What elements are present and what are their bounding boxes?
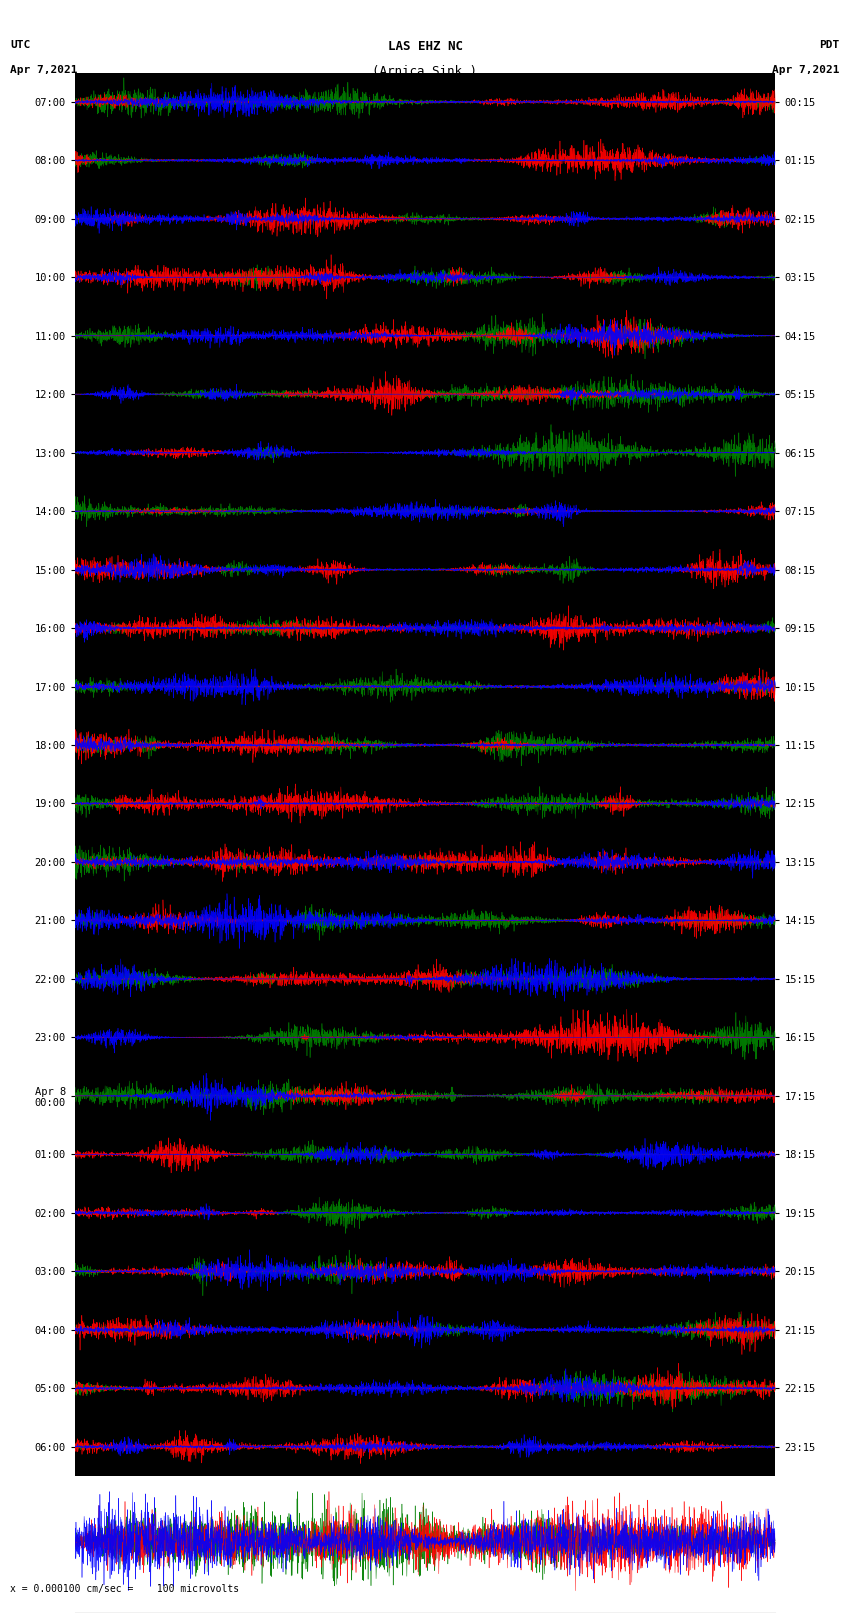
- Text: x = 0.000100 cm/sec =    100 microvolts: x = 0.000100 cm/sec = 100 microvolts: [10, 1584, 240, 1594]
- Text: (Arnica Sink ): (Arnica Sink ): [372, 65, 478, 77]
- Text: UTC: UTC: [10, 40, 31, 50]
- Text: Apr 7,2021: Apr 7,2021: [10, 65, 77, 74]
- Text: I = 0.000100 cm/sec: I = 0.000100 cm/sec: [366, 89, 484, 98]
- Text: PDT: PDT: [819, 40, 840, 50]
- Text: Apr 7,2021: Apr 7,2021: [773, 65, 840, 74]
- Text: LAS EHZ NC: LAS EHZ NC: [388, 40, 462, 53]
